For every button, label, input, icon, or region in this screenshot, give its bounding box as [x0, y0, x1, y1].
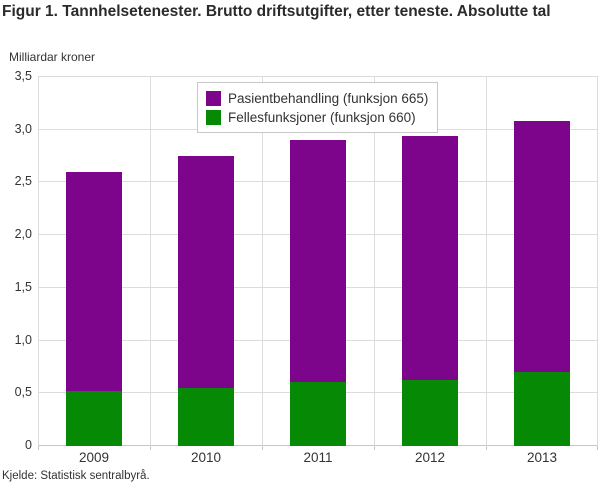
legend-swatch-icon [206, 109, 221, 125]
legend-item-fellesfunksjoner[interactable]: Fellesfunksjoner (funksjon 660) [206, 108, 428, 126]
plot-area [38, 76, 598, 450]
y-axis-tick-label: 1,5 [14, 279, 32, 294]
x-gridline [150, 77, 151, 446]
bar-segment-2012-pasientbehandling[interactable] [402, 136, 458, 380]
y-axis-tick-label: 0 [25, 438, 32, 452]
bar-segment-2010-fellesfunksjoner[interactable] [178, 388, 234, 446]
x-axis-tick [38, 446, 39, 450]
x-axis-tick [597, 446, 598, 450]
bar-segment-2013-fellesfunksjoner[interactable] [514, 372, 570, 446]
bar-segment-2011-pasientbehandling[interactable] [290, 140, 346, 382]
y-axis-tick-label: 3,0 [14, 121, 32, 136]
chart-legend: Pasientbehandling (funksjon 665) Fellesfu… [197, 82, 439, 133]
x-axis-label-2012: 2012 [414, 450, 446, 465]
y-gridline [38, 76, 598, 77]
legend-item-pasientbehandling[interactable]: Pasientbehandling (funksjon 665) [206, 89, 428, 107]
legend-label: Pasientbehandling (funksjon 665) [228, 90, 429, 106]
figure-title: Figur 1. Tannhelsetenester. Brutto drift… [2, 3, 551, 20]
legend-label: Fellesfunksjoner (funksjon 660) [228, 109, 416, 125]
x-axis-label-2009: 2009 [78, 450, 110, 465]
bar-segment-2010-pasientbehandling[interactable] [178, 156, 234, 389]
x-gridline [486, 77, 487, 446]
plot-left-border [38, 77, 39, 446]
y-axis-tick-label: 1,0 [14, 332, 32, 347]
bar-segment-2009-fellesfunksjoner[interactable] [66, 391, 122, 446]
x-axis-label-2011: 2011 [303, 450, 333, 465]
y-axis-tick-label: 3,5 [14, 69, 32, 83]
x-axis-tick [150, 446, 151, 450]
bar-segment-2011-fellesfunksjoner[interactable] [290, 381, 346, 446]
x-axis-label-2010: 2010 [190, 450, 222, 465]
bar-segment-2012-fellesfunksjoner[interactable] [402, 379, 458, 446]
legend-swatch-icon [206, 90, 221, 106]
y-axis-unit-label: Milliardar kroner [9, 50, 96, 64]
y-axis-tick-label: 0,5 [14, 385, 32, 400]
x-axis-tick [262, 446, 263, 450]
x-axis-tick [486, 446, 487, 450]
bar-segment-2013-pasientbehandling[interactable] [514, 121, 570, 373]
x-axis-label-2013: 2013 [526, 450, 558, 465]
y-axis-tick-label: 2,0 [14, 227, 32, 242]
x-gridline [374, 77, 375, 446]
x-gridline [262, 77, 263, 446]
source-note: Kjelde: Statistisk sentralbyrå. [2, 470, 150, 482]
y-axis-tick-label: 2,5 [14, 174, 32, 189]
x-axis-tick [374, 446, 375, 450]
bar-segment-2009-pasientbehandling[interactable] [66, 171, 122, 392]
plot-right-border [597, 77, 598, 446]
